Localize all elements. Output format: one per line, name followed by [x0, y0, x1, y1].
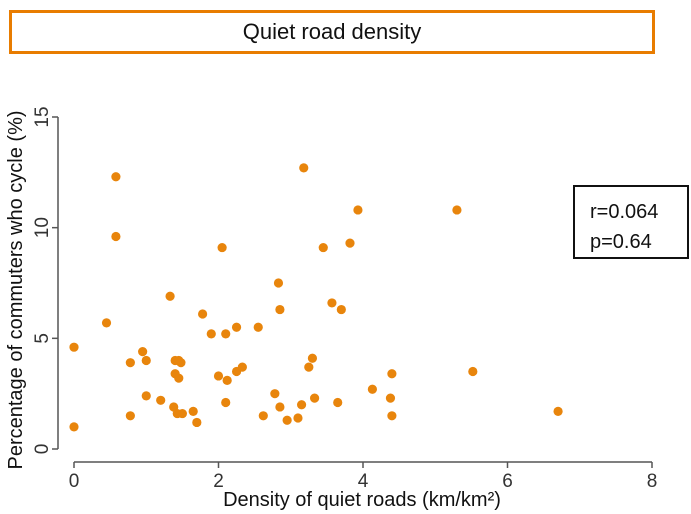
data-point — [468, 366, 478, 377]
y-tick-label: 5 — [32, 333, 53, 344]
y-tick-label: 10 — [32, 217, 53, 238]
data-point — [138, 347, 148, 357]
data-point — [553, 406, 563, 416]
data-point — [318, 242, 328, 253]
data-point — [111, 172, 121, 182]
correlation-stats-box: r=0.064 p=0.64 — [573, 185, 689, 259]
data-point — [253, 322, 263, 332]
data-point — [299, 163, 309, 173]
data-point — [165, 291, 175, 301]
data-point — [156, 395, 166, 405]
axes: 0 5 10 15 0 2 4 6 8 — [32, 106, 657, 492]
data-point — [273, 278, 284, 288]
data-point — [125, 358, 135, 368]
data-point — [385, 393, 396, 403]
data-point — [452, 205, 462, 215]
chart-title: Quiet road density — [9, 10, 655, 54]
y-axis-label: Percentage of commuters who cycle (%) — [5, 110, 27, 469]
data-point — [275, 402, 285, 412]
data-point — [387, 411, 397, 421]
data-point — [192, 417, 202, 428]
x-tick-label: 8 — [647, 471, 658, 492]
data-point — [101, 318, 112, 328]
data-point — [333, 397, 343, 408]
data-point — [198, 309, 208, 319]
data-point — [309, 393, 320, 403]
data-point — [282, 415, 292, 425]
data-point — [231, 322, 242, 332]
data-point — [141, 391, 151, 401]
data-point — [327, 298, 337, 308]
data-point — [296, 400, 307, 410]
data-point — [258, 411, 268, 421]
data-point — [221, 397, 231, 408]
data-point — [275, 304, 285, 315]
data-point — [353, 205, 363, 215]
data-point — [206, 329, 216, 339]
data-point — [177, 408, 187, 419]
x-tick-label: 2 — [213, 471, 224, 492]
data-point — [307, 353, 318, 363]
data-point — [270, 389, 280, 399]
data-point — [345, 238, 355, 248]
data-point — [69, 422, 79, 432]
data-point — [293, 413, 303, 423]
data-point — [69, 342, 79, 352]
p-value: p=0.64 — [590, 231, 652, 253]
r-value: r=0.064 — [590, 201, 659, 223]
data-point — [304, 362, 314, 372]
y-tick-label: 15 — [32, 106, 53, 127]
data-point — [217, 242, 227, 253]
x-tick-label: 6 — [502, 471, 513, 492]
x-tick-label: 0 — [69, 471, 80, 492]
data-point — [237, 362, 247, 372]
data-point — [367, 384, 377, 394]
data-points — [69, 163, 563, 432]
data-point — [221, 329, 231, 339]
data-point — [111, 231, 121, 242]
data-point — [387, 369, 397, 379]
y-tick-label: 0 — [32, 444, 53, 455]
x-axis-label: Density of quiet roads (km/km²) — [223, 489, 501, 511]
data-point — [141, 355, 151, 366]
data-point — [222, 375, 232, 385]
data-point — [125, 411, 135, 421]
data-point — [176, 358, 186, 368]
data-point — [336, 304, 346, 315]
data-point — [188, 406, 198, 416]
x-tick-label: 4 — [358, 471, 369, 492]
data-point — [174, 373, 184, 383]
data-point — [213, 371, 224, 381]
